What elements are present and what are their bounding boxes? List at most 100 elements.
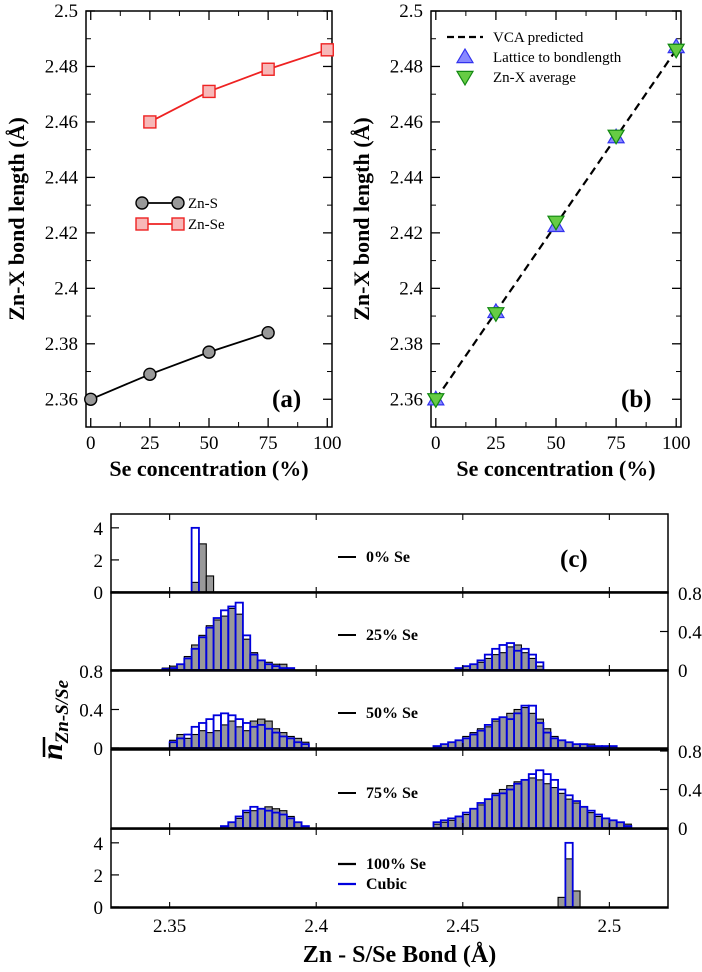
panel-c-alloy-bar [264, 720, 273, 749]
panel-c-alloy-bar [498, 652, 508, 671]
panel-a-y-axis-label: Zn-X bond length (Å) [4, 117, 29, 321]
panel-c-row: 0 2 4 [94, 828, 669, 919]
panel-c-row-label: 0% Se [366, 549, 410, 566]
b-data-point [546, 215, 566, 231]
panel-c-alloy-bar [213, 619, 222, 671]
b-y-tick-label: 2.48 [390, 56, 423, 77]
panel-c-alloy-bar [454, 739, 464, 749]
panel-c-alloy-bar [198, 730, 207, 749]
a-y-tick-label: 2.38 [45, 334, 78, 355]
panel-c-legend-label: 100% Se [366, 856, 426, 873]
panel-b-ticks: 0 25 50 75 100 2.36 2.38 2.4 2.42 2.44 2.46 2.48 2.5 [390, 1, 691, 454]
a-legend-label: Zn-Se [188, 217, 225, 233]
panel-c-alloy-bar [220, 615, 229, 671]
a-x-tick-label: 0 [86, 433, 96, 454]
panel-c-y-tick-label: 0 [678, 661, 688, 682]
b-y-tick-label: 2.5 [399, 1, 423, 22]
a-y-tick-label: 2.36 [45, 389, 78, 410]
panel-c-alloy-bar [542, 783, 552, 829]
panel-c-alloy-bar [476, 804, 486, 829]
panel-c-alloy-bar [513, 644, 522, 671]
b-legend-label: Lattice to bondlength [493, 50, 622, 66]
panel-c-y-tick-label: 0.4 [678, 623, 702, 644]
panel-b-series [426, 37, 686, 409]
panel-c-alloy-bar [542, 728, 552, 749]
panel-c-y-tick-label: 0.4 [79, 701, 103, 722]
panel-c-alloy-bar [528, 657, 537, 671]
panel-c-alloy-bar [249, 720, 259, 749]
panel-c-alloy-bar [520, 652, 530, 671]
panel-c-alloy-bar [484, 798, 493, 829]
b-data-point [607, 129, 626, 145]
panel-c-y-tick-label: 4 [94, 519, 104, 540]
panel-c-y-tick-label: 0 [94, 898, 104, 919]
a-series-line [90, 331, 269, 401]
b-y-tick-label: 2.36 [390, 389, 423, 410]
panel-c-alloy-bar [242, 638, 251, 671]
panel-c-alloy-bar [205, 732, 215, 749]
panel-c-alloy-bar [227, 607, 237, 671]
panel-c-x-tick-label: 2.45 [446, 916, 479, 937]
b-data-point [486, 307, 505, 323]
b-y-tick-label: 2.42 [390, 223, 423, 244]
panel-c-alloy-bar [191, 581, 200, 593]
b-y-tick-label: 2.38 [390, 334, 423, 355]
panel-c-alloy-bar [235, 726, 244, 749]
panel-c-alloy-bar [271, 808, 281, 829]
panel-b-y-axis-label: Zn-X bond length (Å) [349, 117, 374, 321]
panel-c-y-tick-label: 4 [94, 834, 104, 855]
panel-c-alloy-bar [220, 724, 229, 749]
panel-c-row: 0 0.4 0.8 25% Se [110, 584, 702, 682]
b-legend-marker [455, 47, 475, 64]
panel-c-alloy-bar [564, 858, 574, 908]
panel-c-alloy-bar [506, 785, 515, 829]
panel-c-x-tick-label: 2.35 [153, 916, 186, 937]
a-x-tick-label: 50 [200, 433, 219, 454]
panel-c-legend: 100% Se Cubic [338, 856, 426, 893]
panel-c-x-tick-label: 2.5 [597, 916, 621, 937]
a-y-tick-label: 2.48 [45, 56, 78, 77]
panel-c-alloy-bar [579, 806, 588, 829]
b-x-tick-label: 75 [607, 433, 626, 454]
panel-c-y-tick-label: 0 [94, 583, 104, 604]
a-data-point [261, 62, 275, 76]
panel-c-alloy-bar [484, 726, 493, 749]
panel-c-row-frame [110, 828, 669, 909]
panel-c-alloy-bar [249, 810, 259, 829]
panel-c-y-tick-label: 0.8 [678, 584, 702, 605]
panel-a-ticks: 0 25 50 75 100 2.36 2.38 2.4 2.42 2.44 2.46 2.48 2.5 [45, 1, 342, 454]
panel-c-alloy-bar [557, 896, 566, 908]
b-x-tick-label: 0 [431, 433, 441, 454]
a-data-point [202, 345, 216, 359]
panel-c-y-tick-label: 2 [94, 866, 104, 887]
panel-c-alloy-bar [205, 575, 215, 593]
panel-c-y-tick-label: 0.8 [79, 662, 103, 683]
panel-c-y-tick-label: 0.8 [678, 742, 702, 763]
panel-a-line-chart: 0 25 50 75 100 2.36 2.38 2.4 2.42 2.44 2.46 2.48 2.5… [4, 1, 342, 481]
panel-c-alloy-bar [462, 813, 471, 829]
panel-c-alloy-bar [572, 802, 581, 829]
a-x-tick-label: 75 [259, 433, 278, 454]
b-legend-marker [455, 70, 475, 87]
panel-c-alloy-bar [491, 654, 500, 671]
panel-a-x-axis-label: Se concentration (%) [109, 456, 308, 481]
panel-c-alloy-bar [491, 792, 500, 829]
panel-c-alloy-bar [257, 808, 266, 829]
panel-c-alloy-bar [535, 779, 544, 829]
panel-b-line-chart: 0 25 50 75 100 2.36 2.38 2.4 2.42 2.44 2.46 2.48 2.5… [349, 1, 690, 481]
panel-c-y-tick-label: 0 [678, 819, 688, 840]
panel-c-y-axis-label: nZn-S/Se [36, 679, 73, 760]
panel-c-alloy-bar [513, 708, 522, 749]
a-data-point [202, 84, 216, 99]
panel-c-alloy-bar [447, 819, 457, 829]
a-y-tick-label: 2.5 [54, 1, 78, 22]
b-y-tick-label: 2.44 [390, 167, 424, 188]
panel-a-label: (a) [272, 386, 301, 413]
panel-c-legend-label: Cubic [366, 876, 407, 893]
panel-c-alloy-bar [586, 812, 596, 829]
panel-c-alloy-bar [557, 739, 566, 749]
panel-c-alloy-bar [520, 707, 530, 749]
panel-c-x-tick-label: 2.4 [304, 916, 328, 937]
panel-c-row-label: 50% Se [366, 705, 418, 722]
panel-c-alloy-bar [257, 718, 266, 749]
